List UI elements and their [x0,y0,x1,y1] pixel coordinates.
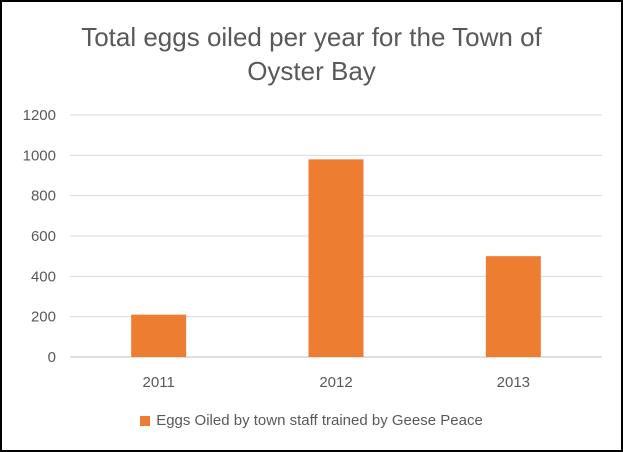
y-tick-label: 200 [31,309,56,326]
chart-title-line-1: Total eggs oiled per year for the Town o… [81,22,542,52]
chart-title: Total eggs oiled per year for the Town o… [2,20,621,88]
y-tick-label: 0 [48,349,56,366]
bar-2012 [308,159,364,357]
bar-2011 [131,314,187,357]
x-tick-label: 2011 [143,374,175,391]
bar-2013 [485,256,541,357]
chart-title-line-2: Oyster Bay [247,56,376,86]
legend-swatch [140,415,151,426]
legend-label: Eggs Oiled by town staff trained by Gees… [156,412,483,429]
x-tick-label: 2013 [497,374,530,391]
legend: Eggs Oiled by town staff trained by Gees… [2,412,621,429]
y-tick-label: 1000 [23,147,56,164]
x-tick-label: 2012 [319,374,352,391]
y-tick-label: 1200 [23,107,56,124]
y-tick-label: 600 [31,228,56,245]
y-tick-label: 400 [31,268,56,285]
y-tick-label: 800 [31,188,56,205]
